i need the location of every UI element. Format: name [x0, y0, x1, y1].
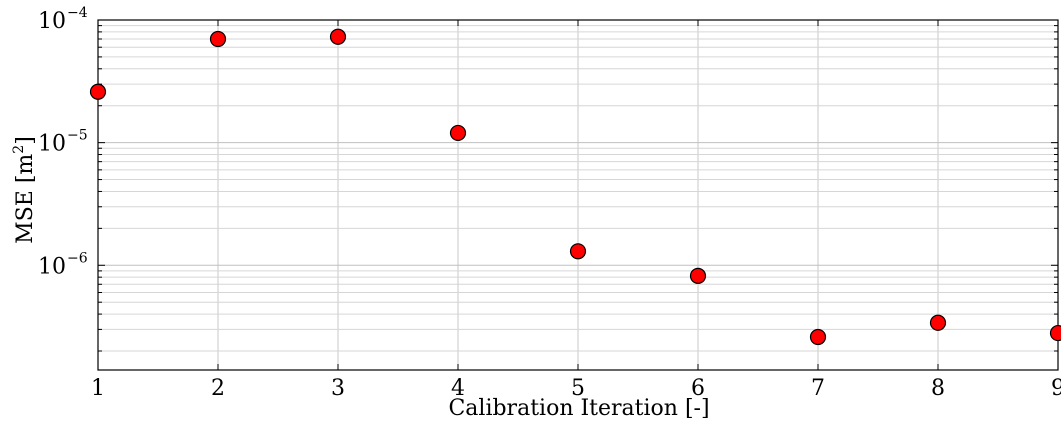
axis-ticks [97, 19, 1059, 370]
data-point [329, 28, 347, 45]
x-tick-label: 1 [91, 376, 105, 401]
y-tick-label-exponent: −4 [67, 5, 88, 21]
y-tick-label-exponent: −5 [67, 128, 88, 144]
x-tick-label: 6 [691, 376, 705, 401]
x-tick-label: 4 [451, 376, 465, 401]
y-tick-label: 10 [38, 132, 66, 157]
data-point [1049, 324, 1061, 342]
data-point [689, 267, 707, 284]
x-tick-label: 9 [1051, 376, 1061, 401]
x-tick-label: 7 [811, 376, 825, 401]
data-point [449, 124, 467, 142]
y-axis-label-exponent: 2 [11, 145, 27, 154]
x-tick-label: 8 [931, 376, 945, 401]
y-axis-label-text: MSE [m [13, 154, 38, 244]
data-points [89, 28, 1061, 346]
x-tick-label: 2 [211, 376, 225, 401]
data-point [89, 83, 107, 100]
y-tick-labels: 10−410−510−6 [38, 5, 88, 279]
y-axis-label: MSE [m2] [11, 136, 38, 244]
y-axis-label-close: ] [13, 136, 38, 145]
grid-lines [97, 19, 1059, 370]
data-point [569, 243, 587, 260]
x-axis-label: Calibration Iteration [-] [448, 396, 709, 421]
data-point [209, 30, 227, 48]
x-tick-labels: 1 2 3 4 5 6 7 8 9 [91, 376, 1061, 401]
y-tick-label: 10 [38, 254, 66, 279]
y-tick-label-exponent: −6 [67, 250, 88, 266]
data-point [809, 328, 827, 346]
y-tick-label: 10 [38, 9, 66, 34]
x-tick-label: 5 [571, 376, 585, 401]
data-point [929, 314, 947, 331]
x-tick-label: 3 [331, 376, 345, 401]
